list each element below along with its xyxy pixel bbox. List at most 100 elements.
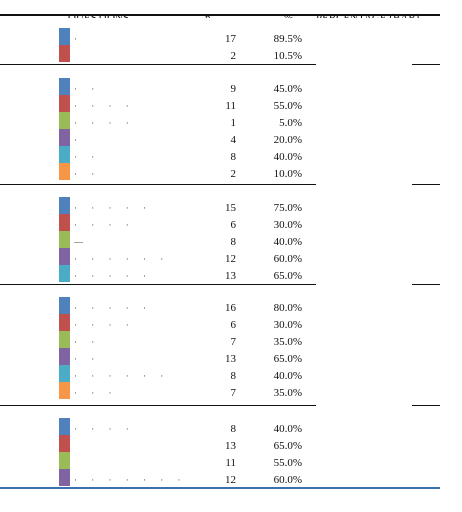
legend-swatch-orange — [59, 382, 70, 399]
legend-swatch-teal — [59, 146, 70, 163]
response-percent: 20.0% — [273, 134, 302, 146]
option-label: · · — [74, 152, 101, 162]
group-separator-rule-right — [412, 64, 440, 65]
response-percent: 65.0% — [273, 270, 302, 282]
response-count: 7 — [230, 336, 237, 348]
legend-swatch-green — [59, 112, 70, 129]
response-percent: 60.0% — [273, 253, 302, 265]
response-percent: 75.0% — [273, 202, 302, 214]
legend-swatch-red — [59, 214, 70, 231]
response-count: 2 — [230, 50, 237, 62]
response-percent: 35.0% — [273, 387, 302, 399]
response-percent: 89.5% — [273, 33, 302, 45]
response-percent: 35.0% — [273, 336, 302, 348]
response-count: 17 — [225, 33, 236, 45]
response-count: 6 — [230, 319, 237, 331]
option-label: · · · · — [74, 424, 135, 434]
legend-swatch-green — [59, 231, 70, 248]
response-percent: 55.0% — [273, 100, 302, 112]
column-header-count: n — [205, 8, 211, 18]
response-percent: 10.0% — [273, 168, 302, 180]
column-header-percentage-bar: PERCENTAGE (BAR) — [316, 8, 419, 18]
legend-swatch-blue — [59, 297, 70, 314]
response-percent: 65.0% — [273, 440, 302, 452]
legend-swatch-green — [59, 452, 70, 469]
option-label: · · · · · · · — [74, 475, 187, 485]
option-label: · · · · · · — [74, 254, 170, 264]
response-count: 13 — [225, 353, 236, 365]
legend-swatch-red — [59, 314, 70, 331]
response-count: 15 — [225, 202, 236, 214]
response-count: 9 — [230, 83, 237, 95]
response-percent: 45.0% — [273, 83, 302, 95]
group-separator-rule — [0, 405, 316, 406]
legend-swatch-blue — [59, 78, 70, 95]
option-label: · · · · · — [74, 303, 152, 313]
legend-swatch-teal — [59, 365, 70, 382]
option-label: · · · · · — [74, 271, 152, 281]
legend-swatch-green — [59, 331, 70, 348]
group-separator-rule — [0, 284, 316, 285]
option-label: · · · · — [74, 320, 135, 330]
response-count: 11 — [225, 100, 236, 112]
legend-swatch-red — [59, 435, 70, 452]
group-separator-rule-right — [412, 184, 440, 185]
column-header-percent: % — [284, 8, 293, 18]
legend-swatch-purple — [59, 129, 70, 146]
response-count: 8 — [230, 151, 237, 163]
response-percent: 40.0% — [273, 423, 302, 435]
response-percent: 40.0% — [273, 370, 302, 382]
legend-swatch-orange — [59, 163, 70, 180]
table-top-rule — [0, 14, 440, 16]
option-label: · · · · — [74, 220, 135, 230]
response-count: 13 — [225, 270, 236, 282]
response-count: 16 — [225, 302, 236, 314]
group-separator-rule — [0, 64, 316, 65]
option-label: · · · · · · — [74, 371, 170, 381]
option-label: · · · · — [74, 118, 135, 128]
response-count: 2 — [230, 168, 237, 180]
legend-swatch-blue — [59, 418, 70, 435]
response-percent: 5.0% — [279, 117, 302, 129]
response-count: 4 — [230, 134, 237, 146]
response-percent: 10.5% — [273, 50, 302, 62]
response-count: 7 — [230, 387, 237, 399]
legend-swatch-teal — [59, 265, 70, 282]
option-label: · · — [74, 354, 101, 364]
legend-swatch-purple — [59, 469, 70, 486]
response-count: 8 — [230, 423, 237, 435]
column-header-questions: QUESTIONS — [68, 8, 129, 18]
response-percent: 55.0% — [273, 457, 302, 469]
response-percent: 80.0% — [273, 302, 302, 314]
option-label: · · — [74, 169, 101, 179]
option-label: — — [74, 237, 89, 247]
group-separator-rule-right — [412, 284, 440, 285]
response-count: 8 — [230, 236, 237, 248]
response-percent: 40.0% — [273, 236, 302, 248]
response-count: 6 — [230, 219, 237, 231]
option-label: · — [74, 135, 83, 145]
response-percent: 65.0% — [273, 353, 302, 365]
table-bottom-rule — [0, 487, 440, 489]
option-label: · · · · — [74, 101, 135, 111]
response-percent: 40.0% — [273, 151, 302, 163]
response-count: 8 — [230, 370, 237, 382]
response-percent: 60.0% — [273, 474, 302, 486]
option-label: · · — [74, 84, 101, 94]
legend-swatch-blue — [59, 28, 70, 45]
legend-swatch-red — [59, 45, 70, 62]
response-count: 12 — [225, 474, 236, 486]
option-label: · · — [74, 337, 101, 347]
legend-swatch-red — [59, 95, 70, 112]
response-count: 12 — [225, 253, 236, 265]
option-label: · · · — [74, 388, 118, 398]
option-label: · — [74, 34, 83, 44]
legend-swatch-blue — [59, 197, 70, 214]
response-count: 1 — [230, 117, 237, 129]
option-label: · · · · · — [74, 203, 152, 213]
legend-swatch-purple — [59, 348, 70, 365]
response-count: 11 — [225, 457, 236, 469]
response-percent: 30.0% — [273, 219, 302, 231]
group-separator-rule-right — [412, 405, 440, 406]
response-count: 13 — [225, 440, 236, 452]
